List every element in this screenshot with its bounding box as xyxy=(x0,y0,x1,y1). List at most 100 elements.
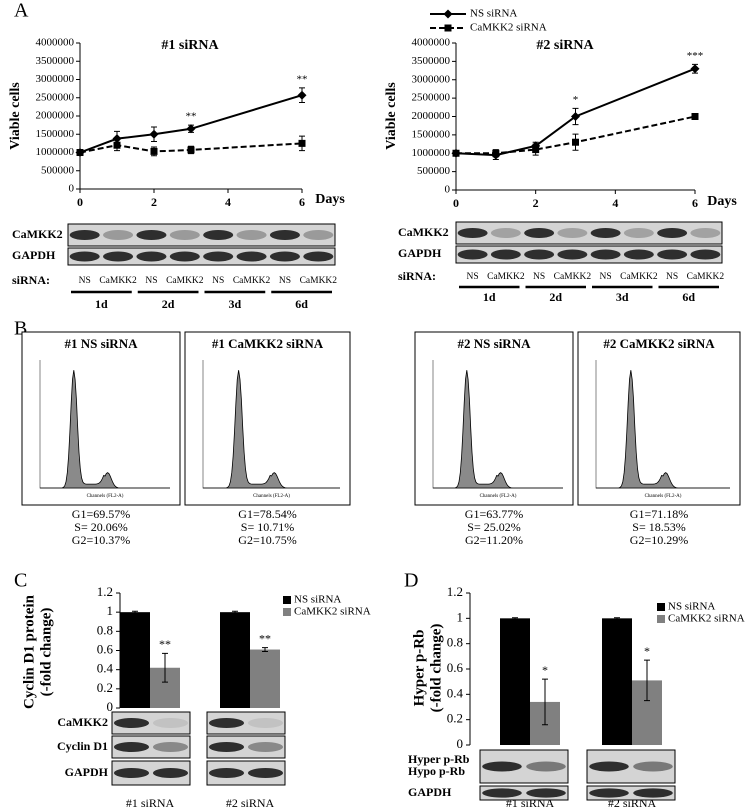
blot-band xyxy=(247,718,284,728)
data-point xyxy=(572,138,579,146)
blot-band xyxy=(303,230,334,240)
flow-title: #2 CaMKK2 siRNA xyxy=(603,336,715,351)
flow-histogram xyxy=(40,370,170,489)
blot-band xyxy=(526,788,566,798)
blot-band xyxy=(69,230,100,240)
y-tick-label: 0.6 xyxy=(97,641,114,656)
y-tick-label: 1.2 xyxy=(447,584,463,599)
blot-frame xyxy=(67,223,336,247)
blot-band xyxy=(208,742,245,752)
blot-row-label: CaMKK2 xyxy=(57,715,108,729)
blot-row-label: Hyper p-Rb xyxy=(408,752,470,766)
lane-label: NS xyxy=(533,272,545,282)
x-tick-label: 4 xyxy=(612,196,618,210)
x-tick-label: #2 siRNA xyxy=(226,796,275,810)
blot-row-label: GAPDH xyxy=(408,785,452,799)
lane-label: CaMKK2 xyxy=(233,276,271,286)
y-axis-label: Viable cells xyxy=(8,82,23,150)
flow-stat: G1=63.77% xyxy=(465,507,523,521)
blot-row-label: Cyclin D1 xyxy=(57,739,108,753)
blot-band xyxy=(457,249,488,260)
blot-band xyxy=(113,718,150,728)
error-bar xyxy=(644,659,650,702)
significance: * xyxy=(542,663,548,677)
blot-row-label: CaMKK2 xyxy=(398,225,449,239)
panel-label: C xyxy=(14,570,27,592)
y-tick-label: 0.4 xyxy=(97,661,114,676)
data-point xyxy=(150,147,158,155)
flow-stat: S= 10.71% xyxy=(241,520,294,534)
flow-stat: G1=69.57% xyxy=(72,507,130,521)
flow-axis-label: Channels (FL2-A) xyxy=(645,494,682,499)
flow-frame xyxy=(414,331,574,506)
blot-band xyxy=(169,251,200,262)
panel-label: A xyxy=(14,0,29,22)
flow-title: #1 CaMKK2 siRNA xyxy=(212,336,324,351)
lane-header: siRNA: xyxy=(398,269,436,283)
legend-swatch xyxy=(657,615,665,623)
significance: ** xyxy=(186,111,197,123)
blot-band xyxy=(482,788,522,798)
significance: ** xyxy=(159,637,171,651)
y-axis-label: (-fold change) xyxy=(38,608,54,697)
flow-stat: G1=71.18% xyxy=(630,507,688,521)
blot-frame xyxy=(479,749,569,784)
flow-stat: G1=78.54% xyxy=(238,507,296,521)
y-tick-label: 0 xyxy=(69,183,75,195)
data-point xyxy=(112,134,122,144)
panel-label: D xyxy=(404,570,418,592)
blot-row-label: CaMKK2 xyxy=(12,227,63,241)
blot-band xyxy=(136,251,167,262)
blot-band xyxy=(103,251,134,262)
flow-histogram xyxy=(596,370,730,489)
blot-band xyxy=(482,761,522,772)
blot-band xyxy=(203,230,234,240)
blot-band xyxy=(524,228,555,238)
y-tick-label: 0 xyxy=(107,699,114,714)
data-point xyxy=(187,146,195,154)
lane-label: CaMKK2 xyxy=(300,276,338,286)
blot-band xyxy=(208,718,245,728)
data-point xyxy=(298,139,306,147)
y-tick-label: 0.6 xyxy=(447,660,464,675)
blot-band xyxy=(589,788,629,798)
legend-label: CaMKK2 siRNA xyxy=(470,22,547,34)
data-point xyxy=(149,129,159,139)
y-tick-label: 1 xyxy=(457,609,464,624)
error-bar xyxy=(232,610,238,614)
y-tick-label: 0.2 xyxy=(447,711,463,726)
flow-stat: G2=11.20% xyxy=(465,533,523,547)
y-tick-label: 2000000 xyxy=(412,110,451,122)
y-tick-label: 500000 xyxy=(41,164,75,176)
y-axis-label: Viable cells xyxy=(384,82,399,150)
y-tick-label: 0.4 xyxy=(447,685,464,700)
y-tick-label: 0.8 xyxy=(97,622,113,637)
blot-band xyxy=(103,230,134,240)
lane-label: NS xyxy=(600,272,612,282)
lane-label: CaMKK2 xyxy=(620,272,658,282)
blot-frame xyxy=(206,735,286,759)
blot-band xyxy=(690,249,721,260)
lane-header: siRNA: xyxy=(12,273,50,287)
significance: * xyxy=(573,94,579,106)
blot-band xyxy=(269,230,300,240)
x-tick-label: 0 xyxy=(453,196,459,210)
legend-marker xyxy=(444,24,452,32)
flow-axis-label: Channels (FL2-A) xyxy=(87,494,124,499)
lane-label: CaMKK2 xyxy=(166,276,204,286)
flow-stat: S= 20.06% xyxy=(74,520,127,534)
y-tick-label: 500000 xyxy=(417,165,451,177)
legend-swatch xyxy=(283,596,291,604)
blot-band xyxy=(152,718,189,728)
significance: *** xyxy=(687,50,704,62)
lane-label: CaMKK2 xyxy=(687,272,725,282)
lane-label: CaMKK2 xyxy=(487,272,525,282)
legend-label: CaMKK2 siRNA xyxy=(294,606,371,618)
y-tick-label: 4000000 xyxy=(412,37,451,49)
blot-frame xyxy=(455,245,723,264)
blot-band xyxy=(633,761,673,772)
error-bar xyxy=(512,617,518,620)
blot-band xyxy=(247,768,284,778)
y-tick-label: 0.8 xyxy=(447,635,463,650)
blot-row-label: GAPDH xyxy=(398,246,442,260)
